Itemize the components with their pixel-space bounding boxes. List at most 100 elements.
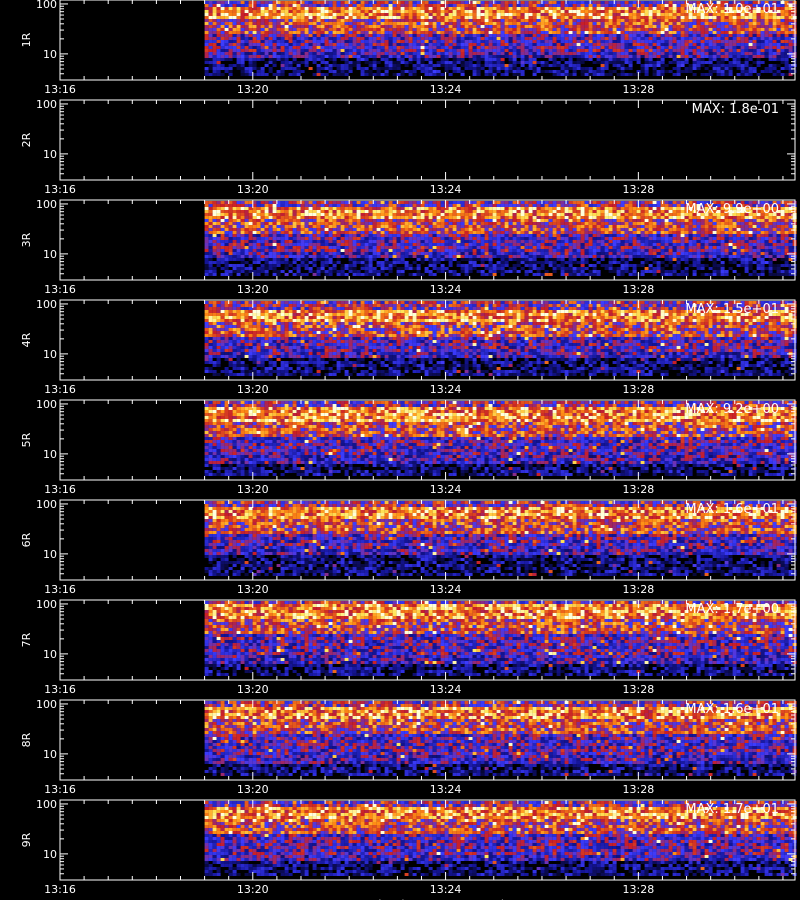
- heatmap-cell: [676, 16, 681, 19]
- heatmap-cell: [228, 43, 233, 46]
- heatmap-cell: [372, 222, 377, 225]
- heatmap-cell: [284, 258, 289, 261]
- heatmap-cell: [564, 70, 569, 73]
- heatmap-cell: [776, 55, 781, 58]
- heatmap-cell: [656, 64, 661, 67]
- heatmap-cell: [572, 7, 577, 10]
- heatmap-cell: [252, 201, 257, 204]
- heatmap-cell: [496, 67, 501, 70]
- heatmap-cell: [224, 213, 229, 216]
- heatmap-cell: [540, 40, 545, 43]
- heatmap-cell: [420, 255, 425, 258]
- heatmap-cell: [228, 252, 233, 255]
- heatmap-cell: [440, 4, 445, 7]
- heatmap-cell: [784, 19, 789, 22]
- heatmap-cell: [516, 7, 521, 10]
- heatmap-cell: [480, 46, 485, 49]
- heatmap-cell: [264, 43, 269, 46]
- heatmap-cell: [508, 7, 513, 10]
- heatmap-cell: [316, 22, 321, 25]
- heatmap-cell: [380, 34, 385, 37]
- heatmap-cell: [548, 40, 553, 43]
- heatmap-cell: [648, 64, 653, 67]
- heatmap-cell: [392, 210, 397, 213]
- heatmap-cell: [416, 243, 421, 246]
- heatmap-cell: [296, 204, 301, 207]
- heatmap-cell: [420, 252, 425, 255]
- heatmap-cell: [384, 4, 389, 7]
- heatmap-cell: [588, 13, 593, 16]
- heatmap-cell: [412, 31, 417, 34]
- heatmap-cell: [344, 25, 349, 28]
- heatmap-cell: [592, 73, 597, 76]
- heatmap-cell: [572, 1, 577, 4]
- heatmap-cell: [300, 255, 305, 258]
- heatmap-cell: [592, 46, 597, 49]
- heatmap-cell: [328, 16, 333, 19]
- heatmap-cell: [584, 19, 589, 22]
- heatmap-cell: [596, 10, 601, 13]
- heatmap-cell: [760, 43, 765, 46]
- heatmap-cell: [232, 34, 237, 37]
- heatmap-cell: [452, 58, 457, 61]
- heatmap-cell: [352, 55, 357, 58]
- heatmap-cell: [300, 240, 305, 243]
- heatmap-cell: [224, 70, 229, 73]
- heatmap-cell: [416, 267, 421, 270]
- heatmap-cell: [288, 201, 293, 204]
- heatmap-cell: [572, 40, 577, 43]
- heatmap-cell: [756, 37, 761, 40]
- heatmap-cell: [208, 7, 213, 10]
- heatmap-cell: [264, 37, 269, 40]
- heatmap-cell: [540, 16, 545, 19]
- heatmap-cell: [572, 13, 577, 16]
- heatmap-cell: [424, 70, 429, 73]
- heatmap-cell: [368, 37, 373, 40]
- heatmap-cell: [240, 16, 245, 19]
- heatmap-cell: [780, 37, 785, 40]
- heatmap-cell: [380, 252, 385, 255]
- heatmap-cell: [400, 207, 405, 210]
- heatmap-cell: [360, 67, 365, 70]
- heatmap-cell: [396, 22, 401, 25]
- heatmap-cell: [464, 4, 469, 7]
- heatmap-cell: [280, 1, 285, 4]
- heatmap-cell: [440, 25, 445, 28]
- heatmap-cell: [768, 67, 773, 70]
- heatmap-cell: [212, 216, 217, 219]
- heatmap-cell: [776, 49, 781, 52]
- heatmap-cell: [700, 7, 705, 10]
- heatmap-cell: [428, 4, 433, 7]
- heatmap-cell: [284, 234, 289, 237]
- heatmap-cell: [244, 37, 249, 40]
- heatmap-cell: [388, 19, 393, 22]
- heatmap-cell: [304, 55, 309, 58]
- heatmap-cell: [740, 4, 745, 7]
- heatmap-cell: [272, 240, 277, 243]
- heatmap-cell: [220, 67, 225, 70]
- heatmap-cell: [780, 61, 785, 64]
- heatmap-cell: [328, 13, 333, 16]
- heatmap-cell: [428, 207, 433, 210]
- heatmap-cell: [424, 207, 429, 210]
- heatmap-cell: [312, 55, 317, 58]
- heatmap-cell: [608, 13, 613, 16]
- heatmap-cell: [272, 231, 277, 234]
- heatmap-cell: [528, 64, 533, 67]
- heatmap-cell: [772, 73, 777, 76]
- heatmap-cell: [356, 13, 361, 16]
- heatmap-cell: [764, 43, 769, 46]
- heatmap-cell: [768, 28, 773, 31]
- heatmap-cell: [396, 258, 401, 261]
- heatmap-cell: [364, 231, 369, 234]
- heatmap-cell: [500, 37, 505, 40]
- heatmap-cell: [208, 10, 213, 13]
- heatmap-cell: [284, 49, 289, 52]
- heatmap-cell: [400, 252, 405, 255]
- heatmap-cell: [392, 55, 397, 58]
- heatmap-cell: [596, 13, 601, 16]
- heatmap-cell: [204, 258, 209, 261]
- heatmap-cell: [376, 28, 381, 31]
- heatmap-cell: [392, 7, 397, 10]
- heatmap-cell: [424, 255, 429, 258]
